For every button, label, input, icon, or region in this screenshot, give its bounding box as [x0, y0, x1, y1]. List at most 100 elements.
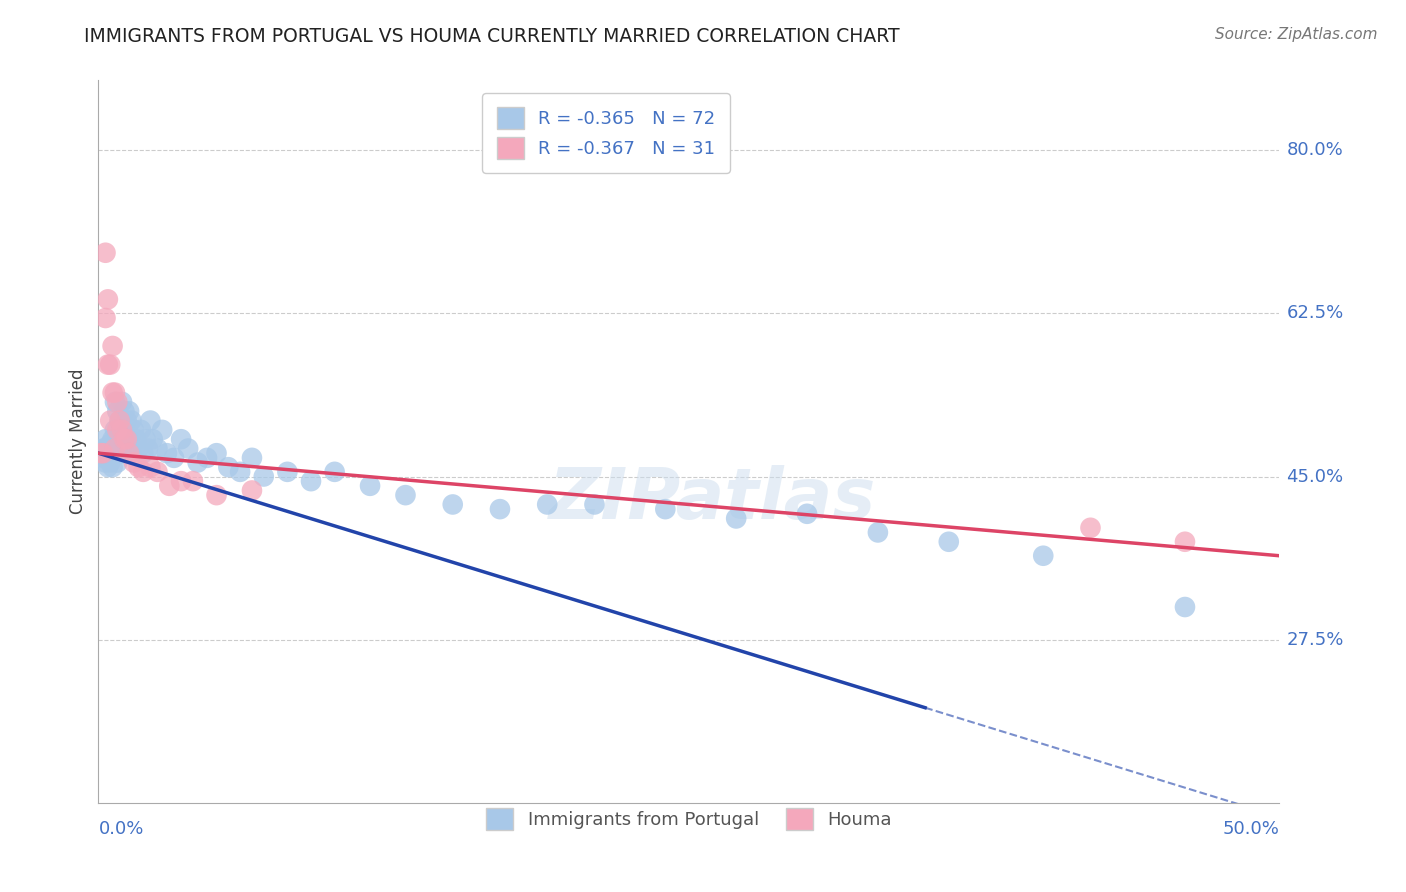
Point — [866, 525, 889, 540]
Point — [536, 498, 558, 512]
Point — [111, 395, 134, 409]
Text: 80.0%: 80.0% — [1286, 141, 1343, 159]
Point — [111, 446, 134, 460]
Point — [94, 432, 117, 446]
Point — [163, 450, 186, 465]
Point — [139, 413, 162, 427]
Point — [112, 404, 135, 418]
Point — [115, 432, 138, 446]
Point — [796, 507, 818, 521]
Text: IMMIGRANTS FROM PORTUGAL VS HOUMA CURRENTLY MARRIED CORRELATION CHART: IMMIGRANTS FROM PORTUGAL VS HOUMA CURREN… — [84, 27, 900, 45]
Point — [1032, 549, 1054, 563]
Point — [205, 488, 228, 502]
Point — [125, 432, 148, 446]
Point — [1174, 600, 1197, 615]
Legend: Immigrants from Portugal, Houma: Immigrants from Portugal, Houma — [479, 801, 898, 837]
Point — [118, 432, 141, 446]
Point — [118, 446, 141, 460]
Point — [177, 442, 200, 456]
Point — [91, 446, 114, 460]
Point — [97, 358, 120, 372]
Point — [98, 358, 121, 372]
Point — [146, 442, 169, 456]
Point — [94, 456, 117, 470]
Point — [359, 479, 381, 493]
Point — [122, 423, 145, 437]
Point — [132, 465, 155, 479]
Point — [101, 385, 124, 400]
Point — [108, 413, 131, 427]
Point — [111, 423, 134, 437]
Point — [105, 456, 128, 470]
Point — [170, 432, 193, 446]
Point — [205, 446, 228, 460]
Point — [97, 450, 120, 465]
Point — [112, 432, 135, 446]
Point — [118, 404, 141, 418]
Point — [323, 465, 346, 479]
Point — [115, 442, 138, 456]
Point — [104, 446, 127, 460]
Point — [91, 450, 114, 465]
Point — [489, 502, 512, 516]
Point — [128, 460, 150, 475]
Point — [129, 423, 152, 437]
Point — [139, 460, 162, 475]
Point — [98, 437, 121, 451]
Point — [115, 413, 138, 427]
Point — [98, 413, 121, 427]
Point — [101, 432, 124, 446]
Point — [150, 423, 173, 437]
Text: 27.5%: 27.5% — [1286, 631, 1344, 648]
Point — [1174, 534, 1197, 549]
Point — [146, 465, 169, 479]
Point — [121, 446, 143, 460]
Point — [101, 339, 124, 353]
Point — [725, 511, 748, 525]
Point — [240, 483, 263, 498]
Point — [583, 498, 606, 512]
Point — [156, 446, 179, 460]
Point — [97, 460, 120, 475]
Point — [441, 498, 464, 512]
Point — [104, 385, 127, 400]
Point — [98, 446, 121, 460]
Point — [104, 423, 127, 437]
Point — [111, 423, 134, 437]
Point — [104, 442, 127, 456]
Point — [229, 465, 252, 479]
Point — [1080, 521, 1102, 535]
Point — [170, 474, 193, 488]
Text: 45.0%: 45.0% — [1286, 467, 1344, 485]
Text: 50.0%: 50.0% — [1223, 820, 1279, 838]
Point — [104, 395, 127, 409]
Point — [938, 534, 960, 549]
Point — [108, 413, 131, 427]
Point — [101, 442, 124, 456]
Point — [276, 465, 298, 479]
Point — [90, 446, 112, 460]
Point — [94, 311, 117, 326]
Point — [187, 456, 209, 470]
Point — [157, 479, 180, 493]
Point — [195, 450, 218, 465]
Point — [108, 442, 131, 456]
Point — [105, 404, 128, 418]
Point — [253, 469, 276, 483]
Point — [136, 442, 159, 456]
Point — [132, 446, 155, 460]
Point — [91, 442, 114, 456]
Point — [654, 502, 676, 516]
Point — [105, 423, 128, 437]
Text: 0.0%: 0.0% — [98, 820, 143, 838]
Y-axis label: Currently Married: Currently Married — [69, 368, 87, 515]
Text: 62.5%: 62.5% — [1286, 304, 1344, 322]
Text: ZIPatlas: ZIPatlas — [548, 465, 876, 533]
Point — [101, 460, 124, 475]
Point — [121, 413, 143, 427]
Point — [105, 432, 128, 446]
Point — [112, 432, 135, 446]
Point — [94, 245, 117, 260]
Point — [217, 460, 239, 475]
Point — [98, 456, 121, 470]
